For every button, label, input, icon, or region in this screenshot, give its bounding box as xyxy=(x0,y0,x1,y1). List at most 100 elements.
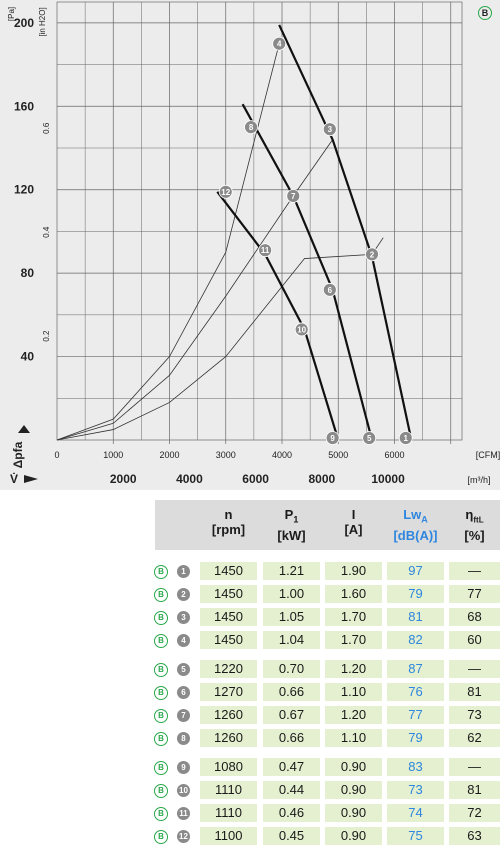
b-badge-icon: B xyxy=(154,686,168,700)
row-number-badge: 2 xyxy=(177,588,190,601)
table-row: B 3 1450 1.05 1.70 81 68 xyxy=(0,608,500,628)
operating-point-label: 4 xyxy=(277,40,282,49)
cell-n: 1270 xyxy=(200,683,257,701)
x-tick-label: 2000 xyxy=(159,450,179,460)
b-badge-icon: B xyxy=(154,663,168,677)
y-axis-symbol: Δpfa xyxy=(11,441,25,468)
table-row: B 7 1260 0.67 1.20 77 73 xyxy=(0,706,500,726)
cell-i: 1.90 xyxy=(325,562,382,580)
operating-point-label: 2 xyxy=(370,250,375,259)
cell-i: 0.90 xyxy=(325,781,382,799)
row-number-badge: 10 xyxy=(177,784,190,797)
row-number-badge: 6 xyxy=(177,686,190,699)
x-unit-label: [CFM] xyxy=(476,450,500,460)
cell-lwa: 75 xyxy=(387,827,444,845)
operating-point-marker xyxy=(218,184,233,199)
cell-eta: 81 xyxy=(449,781,500,799)
cell-n: 1100 xyxy=(200,827,257,845)
table-row: B 6 1270 0.66 1.10 76 81 xyxy=(0,683,500,703)
header-n: n [rpm] xyxy=(211,507,246,537)
m3h-tick-label: 8000 xyxy=(309,472,336,486)
cell-p1: 1.00 xyxy=(263,585,320,603)
y-tick-label: 80 xyxy=(21,266,35,280)
cell-lwa: 79 xyxy=(387,729,444,747)
cell-lwa: 87 xyxy=(387,660,444,678)
cell-n: 1450 xyxy=(200,585,257,603)
m3h-unit-label: [m³/h] xyxy=(467,475,490,485)
operating-point-marker xyxy=(244,120,258,135)
operating-point-label: 6 xyxy=(328,286,333,295)
cell-n: 1450 xyxy=(200,608,257,626)
performance-chart: 0 1000 2000 3000 4000 5000 6000 [CFM]4080120160… xyxy=(7,1,500,486)
table-row: B 11 1110 0.46 0.90 74 72 xyxy=(0,804,500,824)
cell-eta: 73 xyxy=(449,706,500,724)
operating-point-marker xyxy=(325,431,340,445)
cell-i: 1.70 xyxy=(325,631,382,649)
cell-p1: 0.46 xyxy=(263,804,320,822)
cell-eta: 63 xyxy=(449,827,500,845)
cell-p1: 0.67 xyxy=(263,706,320,724)
b-badge-icon xyxy=(478,6,492,20)
y-tick-label: 120 xyxy=(14,183,34,197)
cell-i: 1.70 xyxy=(325,608,382,626)
y-tick-label: 40 xyxy=(21,350,35,364)
operating-point-label: 12 xyxy=(221,188,230,197)
system-curve xyxy=(56,139,333,441)
cell-eta: 68 xyxy=(449,608,500,626)
operating-point-marker xyxy=(286,189,301,203)
b-badge-icon: B xyxy=(154,732,168,746)
b-badge-icon: B xyxy=(154,709,168,723)
fan-curve xyxy=(241,103,374,441)
operating-point-label: 8 xyxy=(249,123,254,132)
cell-i: 0.90 xyxy=(325,827,382,845)
x-tick-label: 3000 xyxy=(216,450,236,460)
b-badge-icon: B xyxy=(154,634,168,648)
b-badge-icon: B xyxy=(154,611,168,625)
cell-p1: 0.70 xyxy=(263,660,320,678)
cell-eta: 77 xyxy=(449,585,500,603)
cell-lwa: 76 xyxy=(387,683,444,701)
table-row: B 5 1220 0.70 1.20 87 — xyxy=(0,660,500,680)
operating-point-label: 9 xyxy=(330,434,335,443)
cell-n: 1110 xyxy=(200,781,257,799)
b-badge-label: B xyxy=(482,8,489,18)
header-p1: P1 [kW] xyxy=(277,507,306,543)
x-tick-label: 0 xyxy=(54,450,59,460)
cell-n: 1260 xyxy=(200,706,257,724)
operating-point-marker xyxy=(322,122,337,137)
operating-point-marker xyxy=(272,36,287,51)
cell-lwa: 79 xyxy=(387,585,444,603)
cell-lwa: 73 xyxy=(387,781,444,799)
cell-p1: 0.66 xyxy=(263,729,320,747)
b-badge-icon: B xyxy=(154,784,168,798)
operating-point-label: 1 xyxy=(404,434,409,443)
row-number-badge: 8 xyxy=(177,732,190,745)
cell-n: 1260 xyxy=(200,729,257,747)
row-number-badge: 5 xyxy=(177,663,190,676)
cell-i: 1.20 xyxy=(325,706,382,724)
operating-point-marker xyxy=(294,322,309,337)
y-tick-inh2o-label: 0.6 xyxy=(42,122,51,134)
y-unit-pa-label: [Pa] xyxy=(7,7,16,21)
operating-point-label: 3 xyxy=(328,125,333,134)
cell-p1: 0.47 xyxy=(263,758,320,776)
x-tick-label: 5000 xyxy=(328,450,348,460)
cell-lwa: 82 xyxy=(387,631,444,649)
cell-i: 1.10 xyxy=(325,683,382,701)
fan-curve xyxy=(216,191,340,441)
operating-point-label: 10 xyxy=(297,325,306,334)
cell-i: 1.60 xyxy=(325,585,382,603)
cell-eta: 72 xyxy=(449,804,500,822)
row-number-badge: 11 xyxy=(177,807,190,820)
fan-curve xyxy=(278,24,413,441)
b-badge-icon: B xyxy=(154,807,168,821)
operating-point-marker xyxy=(398,431,413,445)
cell-n: 1450 xyxy=(200,631,257,649)
b-badge-icon: B xyxy=(154,830,168,844)
cell-i: 1.20 xyxy=(325,660,382,678)
m3h-tick-label: 2000 xyxy=(110,472,137,486)
operating-point-label: 7 xyxy=(291,192,296,201)
plot-area xyxy=(56,1,463,441)
header-eta: ηftL [%] xyxy=(464,507,485,543)
